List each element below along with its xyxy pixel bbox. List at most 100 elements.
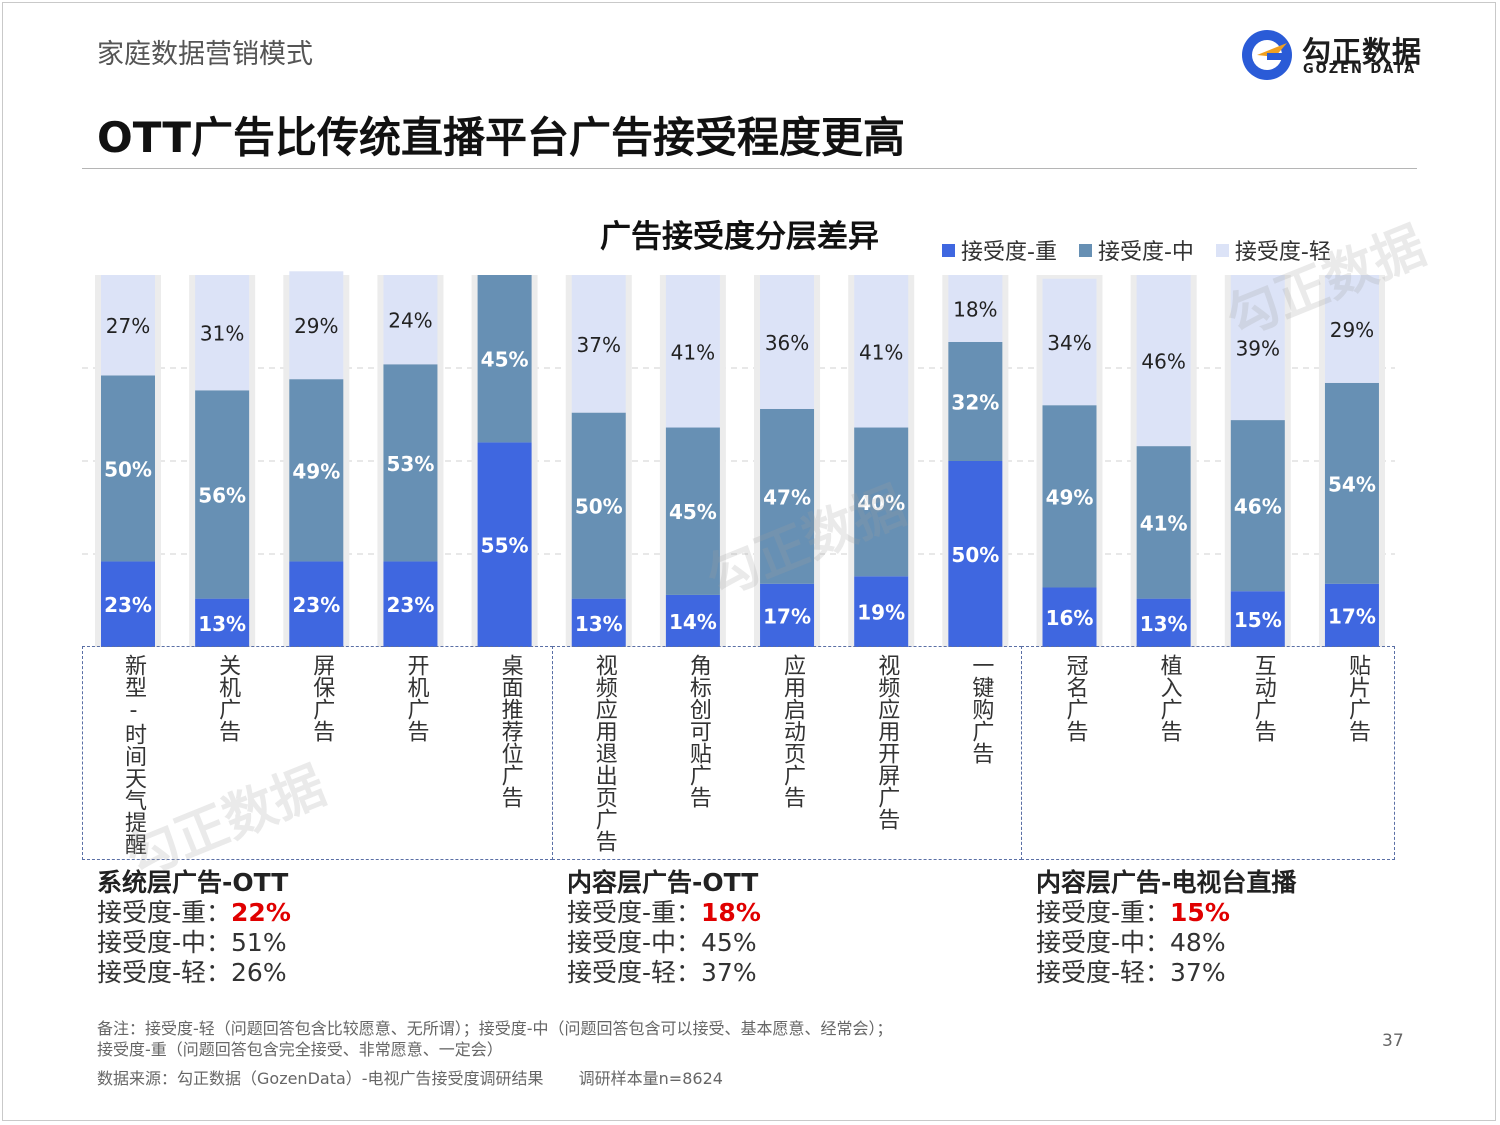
group-mid-line: 接受度-中：48% [1036, 928, 1226, 957]
bar-segment [477, 442, 532, 647]
bar-data-label: 23% [292, 593, 340, 617]
bar-segment [948, 275, 1003, 342]
bar-data-label: 13% [1140, 612, 1188, 636]
bar-data-label: 36% [765, 331, 809, 355]
x-axis-label: 贴片广告 [1344, 654, 1370, 742]
group-summary-content-live: 内容层广告-电视台直播 接受度-重：15% 接受度-中：48% 接受度-轻：37… [1036, 868, 1296, 988]
bar-data-label: 13% [575, 612, 623, 636]
bar-segment [289, 561, 344, 647]
x-axis-label: 新型-时间天气提醒 [121, 654, 146, 855]
bar-segment [101, 561, 155, 647]
x-axis-label: 植入广告 [1156, 654, 1182, 742]
bar-segment [948, 341, 1003, 461]
bar-segment [1042, 587, 1097, 647]
group-title: 内容层广告-OTT [567, 868, 759, 897]
legend-label-medium: 接受度-中 [1097, 240, 1194, 265]
bar-data-label: 45% [669, 500, 717, 524]
bar-data-label: 29% [1330, 318, 1374, 342]
brand-logo-icon [1242, 30, 1292, 80]
data-source: 数据来源：勾正数据（GozenData）-电视广告接受度调研结果 调研样本量n=… [97, 1065, 753, 1089]
bar-segment [665, 427, 720, 595]
bar-data-label: 50% [951, 543, 999, 567]
bar-data-label: 24% [388, 309, 432, 333]
legend-swatch-medium [1078, 243, 1092, 257]
bar-segment [195, 390, 250, 599]
bar-data-label: 46% [1141, 350, 1185, 374]
stacked-bar-chart: 23% 50% 27% 13% 56% 31% 23% 49% 29% 23% 53% 24% 55% 4… [82, 271, 1395, 647]
bar-data-label: 32% [951, 390, 999, 414]
bar-data-label: 50% [104, 457, 152, 481]
bar-data-label: 18% [953, 297, 997, 321]
group-box-content-ott [552, 646, 1022, 860]
legend-label-heavy: 接受度-重 [961, 240, 1057, 265]
bar-data-label: 23% [387, 593, 435, 617]
bar-data-label: 16% [1046, 606, 1094, 630]
group-box-system-ott [82, 646, 553, 860]
x-axis-label: 关机广告 [215, 654, 241, 742]
x-axis-label: 角标创可贴广告 [685, 654, 711, 808]
bar-segment [854, 427, 909, 577]
bar-segment [1042, 278, 1097, 406]
group-box-content-live [1021, 646, 1395, 860]
page-title: OTT广告比传统直播平台广告接受程度更高 [97, 113, 905, 162]
bar-segment [383, 364, 438, 562]
bar-segment [383, 561, 438, 647]
group-summary-system-ott: 系统层广告-OTT 接受度-重：22% 接受度-中：51% 接受度-轻：26% [97, 868, 291, 988]
bar-segment [195, 598, 250, 647]
bar-segment [1324, 583, 1379, 647]
bar-segment [760, 408, 815, 584]
bar-segment [477, 275, 532, 443]
bar-segment [760, 583, 815, 647]
group-heavy-label: 接受度-重： [97, 898, 232, 927]
x-axis-label: 视频应用退出页广告 [591, 654, 617, 852]
bar-data-label: 46% [1234, 495, 1282, 519]
group-light-line: 接受度-轻：37% [1036, 958, 1226, 987]
bar-data-label: 14% [669, 610, 717, 634]
bar-data-label: 29% [294, 314, 338, 338]
bar-data-label: 23% [104, 593, 152, 617]
legend-item-medium: 接受度-中 [1078, 234, 1194, 266]
group-light-line: 接受度-轻：26% [97, 958, 287, 987]
sample-size: 调研样本量n=8624 [578, 1069, 723, 1088]
x-axis-label: 桌面推荐位广告 [497, 654, 523, 808]
bar-data-label: 41% [1140, 511, 1188, 535]
group-mid-line: 接受度-中：51% [97, 928, 287, 957]
legend-item-heavy: 接受度-重 [942, 234, 1057, 266]
group-title: 内容层广告-电视台直播 [1036, 868, 1297, 897]
legend-label-light: 接受度-轻 [1234, 240, 1331, 265]
x-axis-label: 冠名广告 [1062, 654, 1088, 742]
group-title: 系统层广告-OTT [97, 868, 289, 897]
bar-segment [665, 594, 720, 647]
bar-segment [948, 461, 1003, 647]
bar-data-label: 39% [1236, 337, 1280, 361]
x-axis-label: 开机广告 [403, 654, 429, 742]
bar-data-label: 47% [763, 485, 811, 509]
x-axis-label: 一键购广告 [968, 654, 994, 764]
group-mid-line: 接受度-中：45% [567, 928, 757, 957]
bar-data-label: 54% [1328, 472, 1376, 496]
source-text: 数据来源：勾正数据（GozenData）-电视广告接受度调研结果 [97, 1069, 544, 1088]
chart-legend: 接受度-重 接受度-中 接受度-轻 [942, 234, 1331, 266]
footnote-line-1: 备注：接受度-轻（问题回答包含比较愿意、无所谓）；接受度-中（问题回答包含可以接… [97, 1019, 893, 1038]
logo-text-cn: 勾正数据 [1302, 35, 1423, 69]
footnote-line-2: 接受度-重（问题回答包含完全接受、非常愿意、一定会） [97, 1040, 503, 1059]
bar-segment [1230, 420, 1285, 592]
logo-text-en: GOZEN DATA [1303, 62, 1417, 77]
group-heavy-value: 15% [1170, 898, 1230, 927]
bar-data-label: 17% [1328, 604, 1376, 628]
group-heavy-line: 接受度-重：18% [567, 898, 761, 928]
bar-segment [760, 275, 815, 409]
footnote: 备注：接受度-轻（问题回答包含比较愿意、无所谓）；接受度-中（问题回答包含可以接… [97, 1018, 967, 1060]
group-heavy-line: 接受度-重：15% [1036, 898, 1296, 928]
bar-segment [1042, 405, 1097, 588]
bar-data-label: 40% [857, 491, 905, 515]
group-light-line: 接受度-轻：37% [567, 958, 757, 987]
bar-data-label: 15% [1234, 608, 1282, 632]
group-heavy-value: 18% [701, 898, 761, 927]
bar-data-label: 31% [200, 322, 244, 346]
bar-data-label: 34% [1047, 331, 1091, 355]
bar-segment [665, 275, 720, 428]
x-axis-label: 互动广告 [1250, 654, 1276, 742]
legend-swatch-heavy [942, 243, 955, 257]
bar-data-label: 50% [575, 495, 623, 519]
